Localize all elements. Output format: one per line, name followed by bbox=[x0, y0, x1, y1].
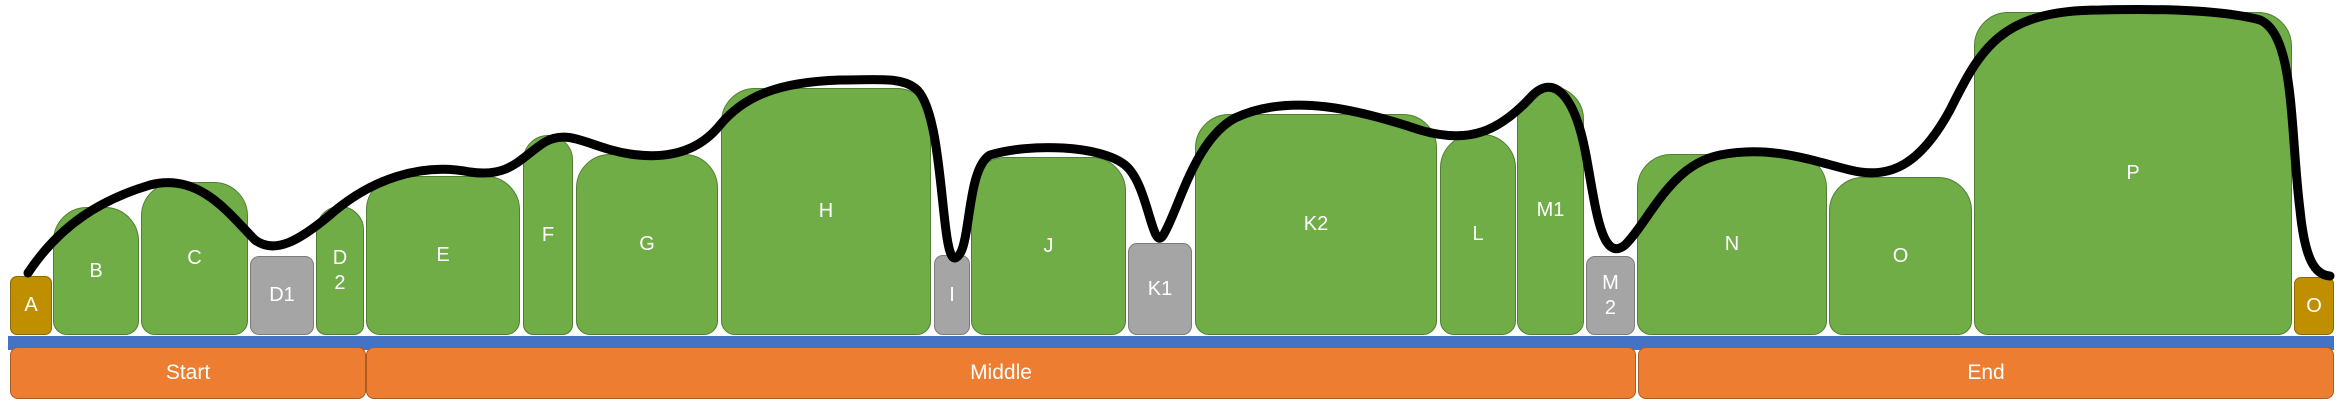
block-l: L bbox=[1440, 134, 1516, 335]
block-m2: M 2 bbox=[1586, 256, 1635, 335]
section-middle: Middle bbox=[366, 347, 1636, 399]
block-k2: K2 bbox=[1195, 114, 1437, 335]
block-a: A bbox=[10, 276, 52, 335]
block-i: I bbox=[934, 255, 970, 335]
baseline-bar bbox=[8, 336, 2334, 350]
section-start: Start bbox=[10, 347, 366, 399]
section-end: End bbox=[1638, 347, 2334, 399]
block-m1: M1 bbox=[1517, 86, 1584, 335]
block-d1: D1 bbox=[250, 256, 314, 335]
block-f: F bbox=[523, 135, 573, 335]
block-b: B bbox=[53, 207, 139, 335]
block-h: H bbox=[721, 88, 931, 335]
block-d2: D 2 bbox=[316, 206, 364, 335]
block-g: G bbox=[576, 154, 718, 335]
block-k1: K1 bbox=[1128, 243, 1192, 335]
block-j: J bbox=[971, 157, 1126, 335]
block-o-green: O bbox=[1829, 177, 1972, 335]
block-n: N bbox=[1637, 154, 1827, 335]
block-o-gold: O bbox=[2294, 277, 2334, 335]
block-e: E bbox=[366, 176, 520, 335]
block-c: C bbox=[141, 182, 248, 335]
block-p: P bbox=[1974, 12, 2292, 335]
